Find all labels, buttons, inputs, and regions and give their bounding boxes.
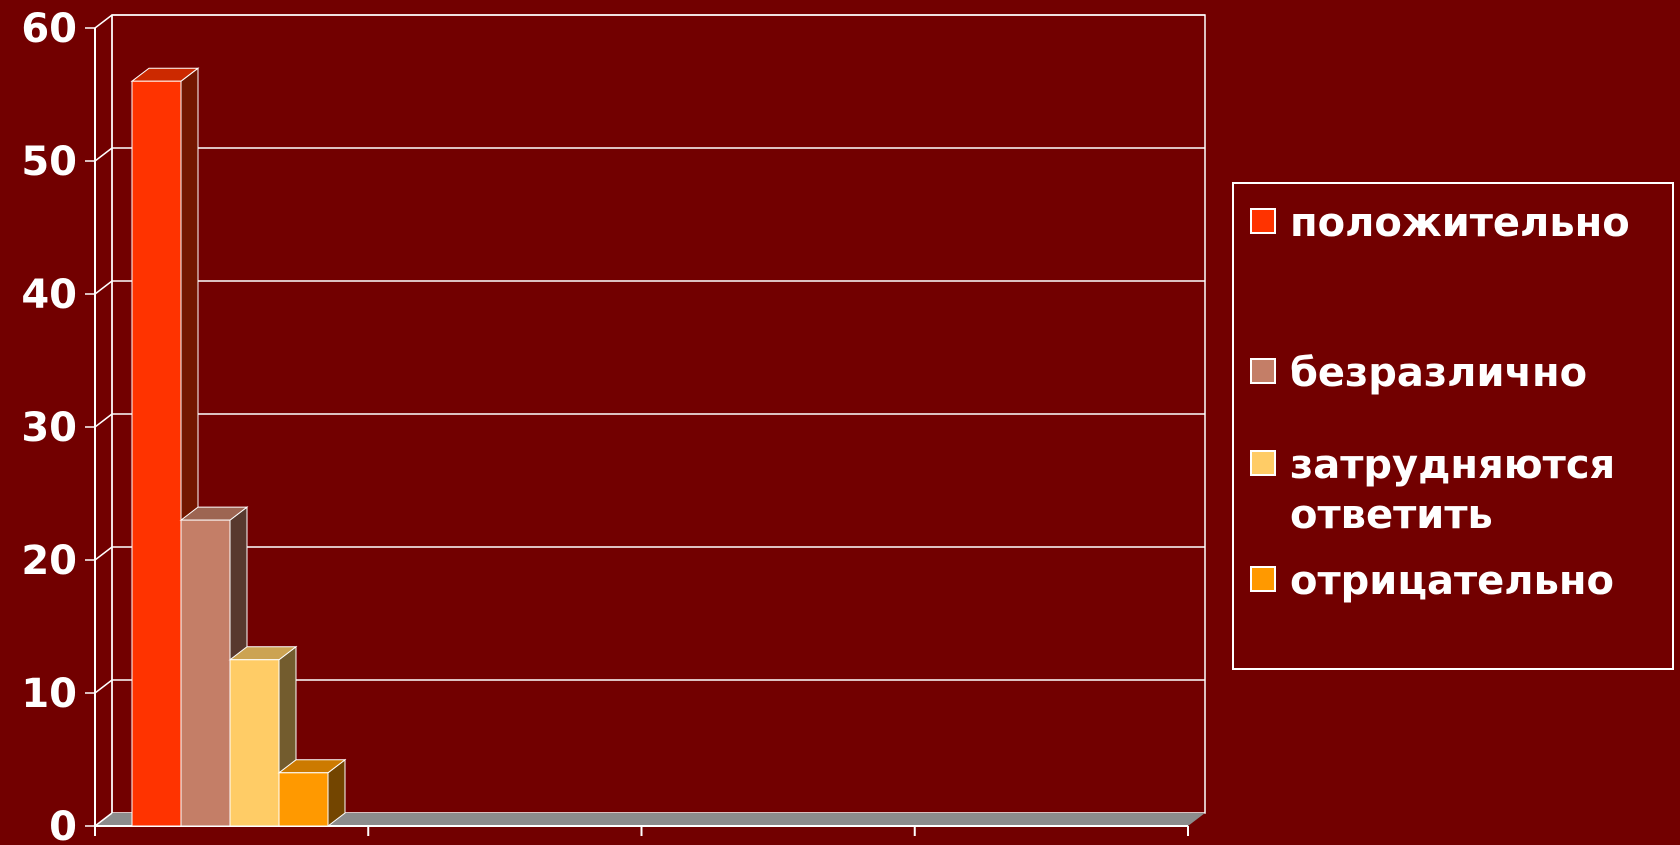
legend-item-1: безразлично <box>1250 348 1660 398</box>
legend-label-3: отрицательно <box>1290 558 1614 604</box>
legend-item-2: затрудняются ответить <box>1250 440 1660 540</box>
bar-0 <box>131 80 182 827</box>
bar-2 <box>229 659 280 827</box>
bar-1 <box>180 519 231 827</box>
ytick-label-50: 50 <box>21 139 77 185</box>
legend-item-0: положительно <box>1250 198 1660 248</box>
legend-label-2: затрудняются ответить <box>1290 442 1616 538</box>
legend-swatch-2 <box>1250 450 1276 476</box>
ytick-label-10: 10 <box>21 671 77 717</box>
legend-swatch-0 <box>1250 208 1276 234</box>
gridline-side-50 <box>94 147 113 162</box>
gridline-side-60 <box>94 14 113 29</box>
gridline-side-40 <box>94 280 113 295</box>
legend-label-0: положительно <box>1290 200 1630 246</box>
legend-swatch-1 <box>1250 358 1276 384</box>
chart-floor <box>95 813 1205 826</box>
ytick-label-20: 20 <box>21 538 77 584</box>
ytick-label-40: 40 <box>21 272 77 318</box>
gridline-side-0 <box>94 812 113 827</box>
legend-label-1: безразлично <box>1290 350 1588 396</box>
legend-item-3: отрицательно <box>1250 556 1660 606</box>
gridline-side-30 <box>94 413 113 428</box>
ytick-label-60: 60 <box>21 6 77 52</box>
gridline-side-20 <box>94 546 113 561</box>
legend-swatch-3 <box>1250 566 1276 592</box>
ytick-label-30: 30 <box>21 405 77 451</box>
bar-3 <box>278 772 329 827</box>
gridline-side-10 <box>94 679 113 694</box>
ytick-label-0: 0 <box>49 804 77 845</box>
legend: положительно безразлично затрудняются от… <box>1232 182 1674 670</box>
